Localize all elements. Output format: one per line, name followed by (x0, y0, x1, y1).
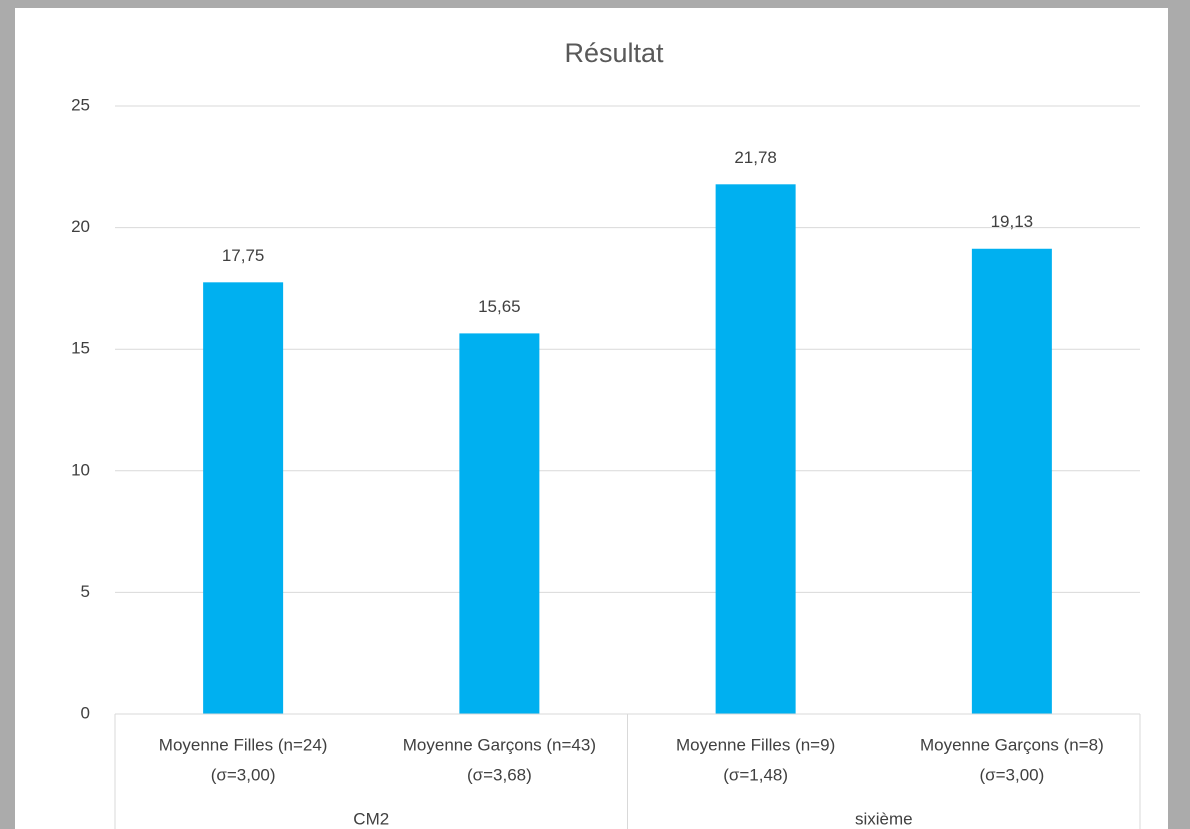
data-label: 15,65 (478, 297, 521, 316)
group-label: sixième (855, 809, 913, 828)
group-label: CM2 (353, 809, 389, 828)
x-tick-label: Moyenne Filles (n=9) (676, 735, 835, 754)
y-tick-label: 25 (71, 95, 90, 114)
x-tick-label: Moyenne Garçons (n=43) (403, 735, 596, 754)
bar (459, 333, 540, 714)
x-tick-label: (σ=3,68) (467, 765, 532, 784)
x-tick-label: Moyenne Garçons (n=8) (920, 735, 1104, 754)
data-label: 21,78 (734, 148, 777, 167)
x-tick-label: (σ=3,00) (979, 765, 1044, 784)
chart-title: Résultat (564, 38, 664, 68)
y-tick-label: 10 (71, 460, 90, 479)
y-tick-label: 20 (71, 217, 90, 236)
bar (203, 282, 284, 714)
y-tick-label: 0 (81, 703, 90, 722)
y-tick-label: 5 (81, 582, 90, 601)
bar (971, 248, 1052, 714)
x-tick-label: (σ=3,00) (211, 765, 276, 784)
data-label: 19,13 (991, 212, 1034, 231)
y-tick-label: 15 (71, 339, 90, 358)
x-tick-label: Moyenne Filles (n=24) (159, 735, 328, 754)
bar (715, 184, 796, 714)
data-label: 17,75 (222, 246, 265, 265)
x-tick-label: (σ=1,48) (723, 765, 788, 784)
